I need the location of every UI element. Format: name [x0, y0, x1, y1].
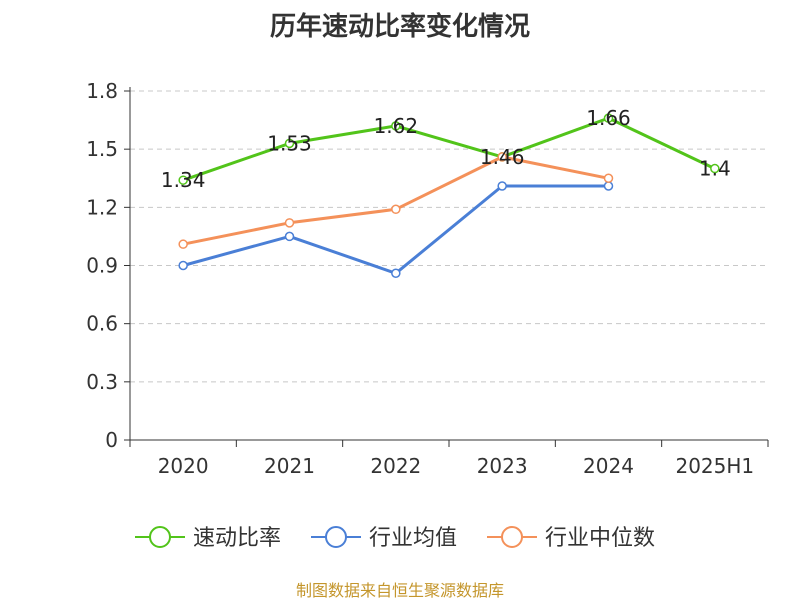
x-tick-label: 2022: [370, 454, 421, 478]
data-point: [284, 218, 295, 228]
data-point: [603, 181, 614, 191]
series-line-1: [182, 184, 609, 275]
y-tick-label: 0.9: [86, 254, 118, 278]
data-label: 1.4: [699, 157, 731, 181]
y-tick-label: 0: [105, 428, 118, 452]
y-tick-label: 0.6: [86, 312, 118, 336]
data-point: [178, 239, 188, 249]
chart-title: 历年速动比率变化情况: [269, 12, 530, 42]
data-label: 1.46: [480, 145, 525, 169]
x-tick-label: 2021: [264, 454, 315, 478]
data-label: 1.53: [267, 131, 312, 155]
data-point: [497, 181, 507, 191]
y-tick-label: 1.2: [86, 195, 118, 219]
legend-marker: [325, 526, 347, 548]
data-point: [391, 121, 401, 131]
legend-marker: [501, 526, 523, 548]
data-label: 1.62: [374, 114, 419, 138]
data-point: [391, 268, 401, 279]
source-footer: 制图数据来自恒生聚源数据库: [295, 581, 504, 600]
legend-label: 行业中位数: [545, 526, 655, 551]
data-label: 1.34: [161, 168, 206, 192]
x-tick-label: 2025H1: [675, 454, 754, 478]
data-label: 1.66: [586, 106, 631, 130]
data-point: [710, 163, 720, 174]
legend-label: 速动比率: [193, 526, 281, 551]
series-line-0: [182, 116, 716, 182]
y-tick-label: 1.8: [86, 79, 118, 103]
data-point: [603, 113, 614, 123]
data-point: [284, 231, 295, 242]
data-point: [497, 152, 507, 162]
series-line-2: [182, 155, 609, 246]
data-point: [603, 173, 614, 183]
legend-marker: [149, 526, 171, 548]
x-tick-label: 2023: [477, 454, 528, 478]
data-point: [178, 175, 188, 185]
data-point: [391, 204, 401, 215]
y-tick-label: 1.5: [86, 137, 118, 161]
x-tick-label: 2020: [158, 454, 209, 478]
x-tick-label: 2024: [583, 454, 634, 478]
data-point: [284, 138, 295, 149]
y-tick-label: 0.3: [86, 370, 118, 394]
legend-label: 行业均值: [369, 526, 457, 551]
data-point: [178, 260, 188, 271]
